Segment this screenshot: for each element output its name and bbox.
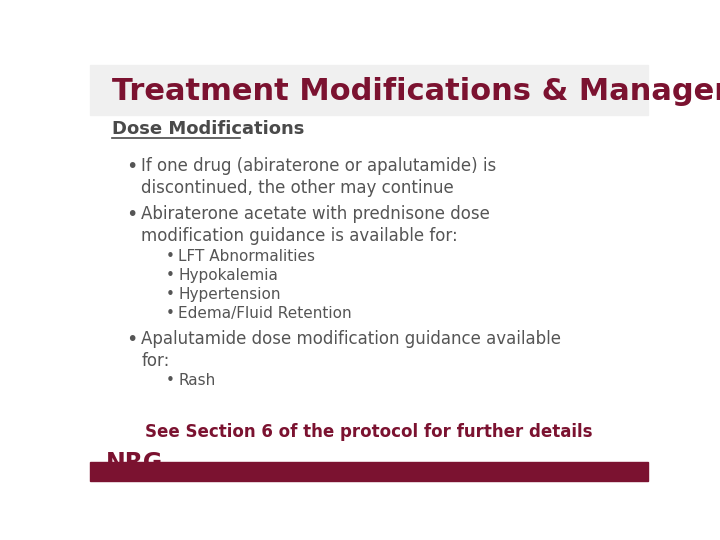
Text: discontinued, the other may continue: discontinued, the other may continue — [141, 179, 454, 197]
Text: for:: for: — [141, 352, 170, 370]
Text: Hypertension: Hypertension — [178, 287, 281, 302]
Text: NRG: NRG — [106, 451, 163, 475]
Bar — [90, 462, 648, 481]
Text: Apalutamide dose modification guidance available: Apalutamide dose modification guidance a… — [141, 330, 562, 348]
Text: LFT Abnormalities: LFT Abnormalities — [178, 248, 315, 264]
Text: •: • — [166, 268, 174, 283]
Text: Treatment Modifications & Management: Treatment Modifications & Management — [112, 77, 720, 106]
Text: •: • — [126, 205, 138, 224]
Text: •: • — [166, 248, 174, 264]
Text: Dose Modifications: Dose Modifications — [112, 120, 305, 138]
Text: •: • — [166, 287, 174, 302]
Text: •: • — [166, 306, 174, 321]
Text: Rash: Rash — [178, 373, 215, 388]
Text: •: • — [126, 157, 138, 176]
Text: •: • — [166, 373, 174, 388]
Text: ONCOLOGY™: ONCOLOGY™ — [106, 468, 156, 477]
Text: See Section 6 of the protocol for further details: See Section 6 of the protocol for furthe… — [145, 422, 593, 441]
Bar — [90, 65, 648, 114]
Text: Edema/Fluid Retention: Edema/Fluid Retention — [178, 306, 352, 321]
Text: Abiraterone acetate with prednisone dose: Abiraterone acetate with prednisone dose — [141, 205, 490, 224]
Text: Hypokalemia: Hypokalemia — [178, 268, 278, 283]
Text: If one drug (abiraterone or apalutamide) is: If one drug (abiraterone or apalutamide)… — [141, 157, 497, 175]
Text: •: • — [126, 330, 138, 349]
Text: modification guidance is available for:: modification guidance is available for: — [141, 227, 458, 245]
